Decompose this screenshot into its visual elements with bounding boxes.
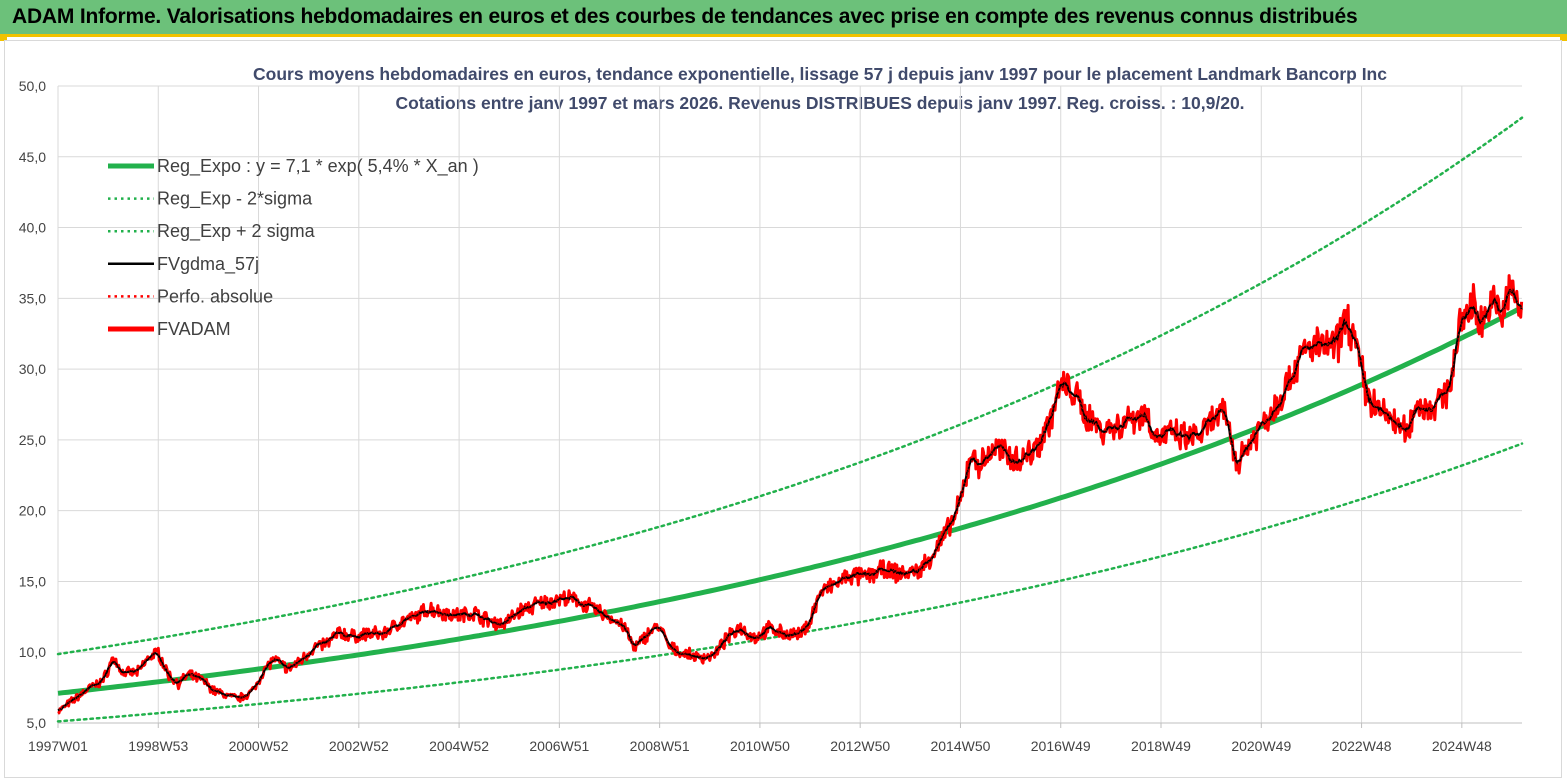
x-tick-label: 1998W53 bbox=[128, 738, 188, 754]
y-tick-label: 5,0 bbox=[27, 715, 47, 731]
chart-title-line2: Cotations entre janv 1997 et mars 2026. … bbox=[395, 93, 1245, 113]
accent-corner-left bbox=[0, 34, 7, 41]
y-tick-label: 15,0 bbox=[19, 573, 46, 589]
x-tick-label: 2004W52 bbox=[429, 738, 489, 754]
series-perfo-absolue bbox=[57, 275, 1523, 715]
chart-frame bbox=[4, 40, 1562, 778]
legend: Reg_Expo : y = 7,1 * exp( 5,4% * X_an ) R… bbox=[108, 156, 479, 339]
legend-label: Reg_Exp - 2*sigma bbox=[157, 189, 313, 210]
series-reg-upper bbox=[56, 116, 1524, 656]
x-tick-label: 2002W52 bbox=[329, 738, 389, 754]
y-tick-label: 10,0 bbox=[19, 644, 46, 660]
x-tick-label: 2010W50 bbox=[730, 738, 790, 754]
x-tick-label: 2020W49 bbox=[1231, 738, 1291, 754]
accent-corner-right bbox=[1560, 34, 1567, 41]
series-lines bbox=[56, 116, 1524, 723]
x-tick-label: 2012W50 bbox=[830, 738, 890, 754]
chart-title-line1: Cours moyens hebdomadaires en euros, ten… bbox=[253, 64, 1387, 84]
x-tick-label: 1997W01 bbox=[28, 738, 88, 754]
y-tick-label: 50,0 bbox=[19, 78, 46, 94]
x-tick-label: 2018W49 bbox=[1131, 738, 1191, 754]
y-tick-label: 25,0 bbox=[19, 432, 46, 448]
x-tick-label: 2008W51 bbox=[630, 738, 690, 754]
legend-label: Reg_Expo : y = 7,1 * exp( 5,4% * X_an ) bbox=[157, 156, 479, 177]
y-tick-label: 45,0 bbox=[19, 149, 46, 165]
x-tick-label: 2016W49 bbox=[1031, 738, 1091, 754]
x-tick-label: 2024W48 bbox=[1432, 738, 1492, 754]
legend-label: Perfo. absolue bbox=[157, 286, 273, 306]
report-title: ADAM Informe. Valorisations hebdomadaire… bbox=[12, 5, 1358, 28]
x-tick-label: 2000W52 bbox=[229, 738, 289, 754]
y-tick-label: 30,0 bbox=[19, 361, 46, 377]
y-tick-label: 20,0 bbox=[19, 503, 46, 519]
series-fvadam bbox=[57, 274, 1524, 715]
legend-label: FVADAM bbox=[157, 319, 231, 339]
gridlines bbox=[57, 85, 1522, 724]
report-banner: ADAM Informe. Valorisations hebdomadaire… bbox=[0, 0, 1567, 37]
legend-label: FVgdma_57j bbox=[157, 254, 259, 275]
x-axis-ticks: 1997W01 1998W53 2000W52 2002W52 2004W52 2006W… bbox=[28, 722, 1522, 754]
x-tick-label: 2006W51 bbox=[529, 738, 589, 754]
x-tick-label: 2014W50 bbox=[930, 738, 990, 754]
y-axis-ticks: 5,0 10,0 15,0 20,0 25,0 30,0 35,0 40,0 45,0 50,0 bbox=[19, 78, 46, 731]
y-tick-label: 35,0 bbox=[19, 290, 46, 306]
legend-label: Reg_Exp + 2 sigma bbox=[157, 221, 316, 242]
series-reg-lower bbox=[56, 442, 1524, 723]
y-tick-label: 40,0 bbox=[19, 220, 46, 236]
x-tick-label: 2022W48 bbox=[1332, 738, 1392, 754]
